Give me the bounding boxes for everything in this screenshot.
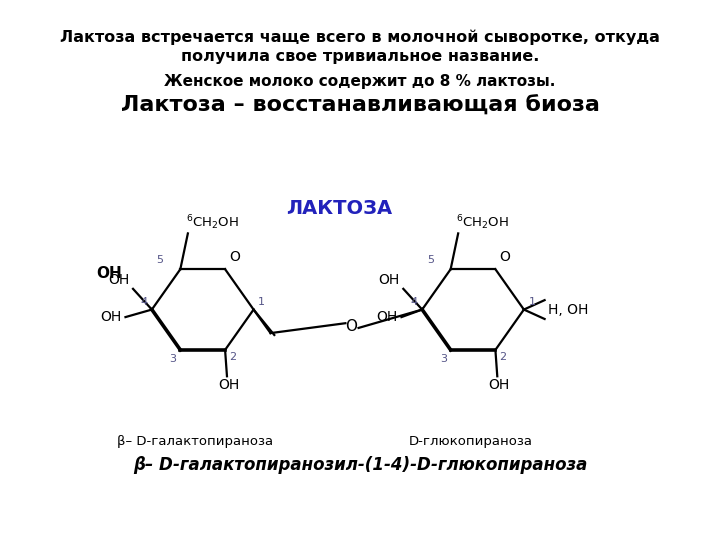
Text: OH: OH	[378, 273, 400, 287]
Text: OH: OH	[218, 378, 240, 392]
Text: $^6$CH$_2$OH: $^6$CH$_2$OH	[186, 213, 239, 232]
Text: β– D-галактопираноза: β– D-галактопираноза	[117, 435, 274, 448]
Text: 4: 4	[410, 297, 418, 307]
Text: получила свое тривиальное название.: получила свое тривиальное название.	[181, 49, 539, 64]
Text: β– D-галактопиранозил-(1-4)-D-глюкопираноза: β– D-галактопиранозил-(1-4)-D-глюкопиран…	[132, 456, 588, 475]
Text: H, OH: H, OH	[549, 302, 589, 316]
Text: O: O	[499, 249, 510, 264]
Text: OH: OH	[96, 266, 122, 281]
Text: 3: 3	[440, 354, 447, 363]
Text: D-глюкопираноза: D-глюкопираноза	[409, 435, 533, 448]
Text: 3: 3	[170, 354, 176, 363]
Text: 1: 1	[528, 297, 536, 307]
Text: 5: 5	[427, 255, 433, 266]
Text: ЛАКТОЗА: ЛАКТОЗА	[287, 199, 392, 218]
Text: $^6$CH$_2$OH: $^6$CH$_2$OH	[456, 213, 509, 232]
Text: 5: 5	[156, 255, 163, 266]
Text: 1: 1	[258, 297, 265, 307]
Text: 4: 4	[140, 297, 147, 307]
Text: O: O	[345, 319, 357, 334]
Text: OH: OH	[489, 378, 510, 392]
Text: OH: OH	[377, 310, 397, 324]
Text: 2: 2	[499, 352, 506, 362]
Text: OH: OH	[101, 310, 122, 324]
Text: Лактоза – восстанавливающая биоза: Лактоза – восстанавливающая биоза	[120, 96, 600, 116]
Text: 2: 2	[229, 352, 236, 362]
Text: OH: OH	[108, 273, 130, 287]
Text: Женское молоко содержит до 8 % лактозы.: Женское молоко содержит до 8 % лактозы.	[164, 74, 556, 89]
Text: O: O	[229, 249, 240, 264]
Text: Лактоза встречается чаще всего в молочной сыворотке, откуда: Лактоза встречается чаще всего в молочно…	[60, 30, 660, 45]
